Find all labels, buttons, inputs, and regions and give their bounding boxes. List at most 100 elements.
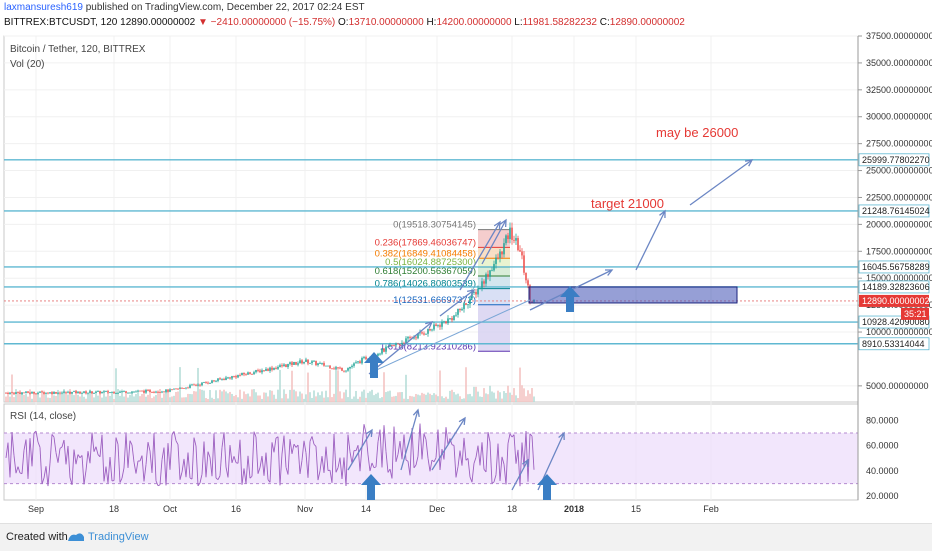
candle-body bbox=[169, 389, 171, 391]
candle-body bbox=[399, 344, 401, 345]
volume-bar bbox=[151, 398, 153, 402]
volume-bar bbox=[325, 391, 327, 402]
candle-body bbox=[331, 368, 333, 369]
volume-bar bbox=[461, 399, 463, 402]
candle-body bbox=[121, 391, 123, 392]
candle-body bbox=[323, 363, 325, 366]
created-with-text: Created with bbox=[6, 531, 68, 543]
price-tick-label: 30000.00000000 bbox=[866, 112, 932, 122]
candle-body bbox=[291, 362, 293, 365]
volume-bar bbox=[313, 390, 315, 402]
volume-bar bbox=[415, 394, 417, 402]
candle-body bbox=[495, 258, 497, 264]
volume-bar bbox=[403, 399, 405, 402]
candle-body bbox=[175, 389, 177, 390]
candle-body bbox=[465, 303, 467, 305]
candle-body bbox=[27, 392, 29, 393]
volume-bar bbox=[161, 398, 163, 402]
candle-body bbox=[393, 345, 395, 346]
candle-body bbox=[407, 337, 409, 338]
candle-body bbox=[157, 392, 159, 393]
candle-body bbox=[487, 274, 489, 277]
candle-body bbox=[79, 392, 81, 394]
candle-body bbox=[227, 377, 229, 378]
target-21000-text: target 21000 bbox=[591, 196, 664, 211]
volume-bar bbox=[263, 392, 265, 402]
volume-bar bbox=[425, 395, 427, 402]
volume-bar bbox=[511, 395, 513, 402]
candle-body bbox=[265, 369, 267, 371]
volume-bar bbox=[365, 398, 367, 402]
volume-bar bbox=[509, 393, 511, 402]
volume-bar bbox=[327, 397, 329, 402]
candle-body bbox=[197, 385, 199, 386]
candle-body bbox=[409, 337, 411, 338]
candle-body bbox=[55, 392, 57, 394]
volume-bar bbox=[493, 393, 495, 402]
rsi-label: RSI (14, close) bbox=[10, 411, 76, 422]
candle-body bbox=[453, 315, 455, 320]
candle-body bbox=[269, 368, 271, 371]
volume-bar bbox=[49, 398, 51, 402]
candle-body bbox=[357, 361, 359, 362]
volume-bar bbox=[261, 399, 263, 402]
volume-bar bbox=[249, 396, 251, 402]
candle-body bbox=[229, 377, 231, 378]
volume-bar bbox=[465, 367, 467, 402]
candle-body bbox=[211, 380, 213, 383]
candle-body bbox=[317, 363, 319, 365]
candle-body bbox=[491, 270, 493, 271]
candle-body bbox=[301, 360, 303, 363]
volume-bar bbox=[477, 392, 479, 402]
candle-body bbox=[299, 360, 301, 363]
volume-bar bbox=[517, 398, 519, 402]
volume-bar bbox=[385, 392, 387, 402]
candle-body bbox=[499, 252, 501, 258]
volume-bar bbox=[73, 395, 75, 402]
tradingview-brand[interactable]: TradingView bbox=[88, 531, 149, 543]
volume-bar bbox=[417, 395, 419, 402]
volume-bar bbox=[25, 394, 27, 402]
volume-bar bbox=[113, 399, 115, 402]
chart-canvas[interactable]: 0(19518.30754145)0.236(17869.46036747)0.… bbox=[0, 0, 932, 523]
rsi-tick-label: 20.0000 bbox=[866, 491, 899, 501]
candle-body bbox=[251, 374, 253, 375]
volume-bar bbox=[143, 392, 145, 402]
candle-body bbox=[65, 392, 67, 393]
candle-body bbox=[9, 392, 11, 394]
volume-bar bbox=[411, 396, 413, 402]
volume-bar bbox=[389, 391, 391, 402]
candle-body bbox=[313, 361, 315, 362]
candle-body bbox=[207, 383, 209, 384]
volume-bar bbox=[235, 395, 237, 402]
candle-body bbox=[155, 392, 157, 393]
candle-body bbox=[311, 361, 313, 363]
volume-bar bbox=[335, 367, 337, 402]
candle-body bbox=[267, 369, 269, 371]
candle-body bbox=[247, 372, 249, 374]
volume-bar bbox=[289, 390, 291, 402]
volume-bar bbox=[159, 389, 161, 402]
time-tick-label: Oct bbox=[163, 504, 178, 514]
candle-body bbox=[7, 393, 9, 394]
candle-body bbox=[477, 289, 479, 295]
volume-bar bbox=[355, 391, 357, 402]
candle-body bbox=[113, 392, 115, 393]
volume-bar bbox=[361, 392, 363, 402]
volume-bar bbox=[303, 399, 305, 402]
candle-body bbox=[73, 391, 75, 392]
volume-bar bbox=[533, 396, 535, 402]
volume-bar bbox=[207, 399, 209, 402]
candle-body bbox=[315, 361, 317, 365]
volume-bar bbox=[515, 395, 517, 402]
volume-bar bbox=[229, 392, 231, 402]
volume-bar bbox=[129, 395, 131, 402]
volume-bar bbox=[133, 396, 135, 402]
candle-body bbox=[179, 388, 181, 389]
volume-bar bbox=[37, 394, 39, 402]
candle-body bbox=[117, 393, 119, 394]
volume-bar bbox=[439, 371, 441, 402]
volume-bar bbox=[351, 399, 353, 402]
candle-body bbox=[39, 392, 41, 393]
volume-bar bbox=[449, 391, 451, 402]
